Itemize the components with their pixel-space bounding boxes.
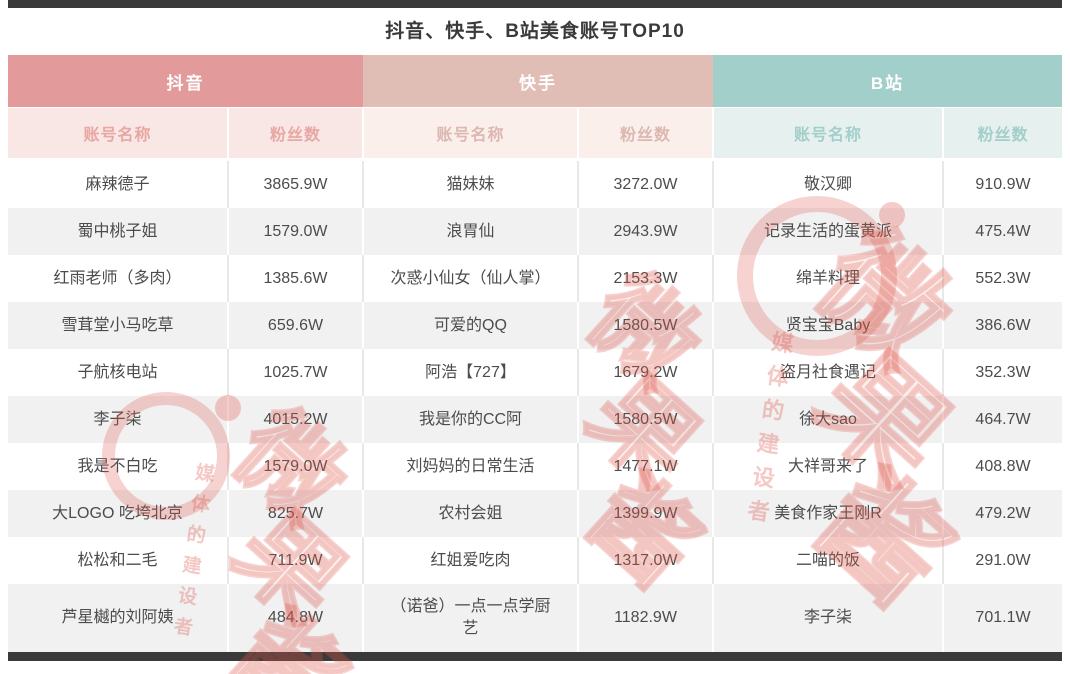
page-title: 抖音、快手、B站美食账号TOP10: [385, 21, 685, 42]
cell-douyin-fans: 825.7W: [227, 490, 363, 537]
cell-kuaishou-name: 刘妈妈的日常生活: [362, 443, 578, 490]
cell-douyin-fans: 659.6W: [227, 302, 363, 349]
cell-bilibili-name: 敬汉卿: [712, 159, 943, 208]
cell-douyin-name: 李子柒: [8, 396, 228, 443]
cell-bilibili-name: 大祥哥来了: [712, 443, 943, 490]
cell-kuaishou-fans: 2153.3W: [577, 255, 713, 302]
cell-kuaishou-fans: 1399.9W: [577, 490, 713, 537]
cell-douyin-name: 雪茸堂小马吃草: [8, 302, 228, 349]
cell-kuaishou-fans: 1477.1W: [577, 443, 713, 490]
cell-kuaishou-name: 次惑小仙女（仙人掌）: [362, 255, 578, 302]
bottom-divider-bar: [8, 652, 1062, 661]
table-row: 蜀中桃子姐 1579.0W 浪胃仙 2943.9W 记录生活的蛋黄派 475.4W: [8, 208, 1062, 255]
platform-header-douyin: 抖音: [8, 55, 363, 108]
cell-douyin-fans: 1025.7W: [227, 349, 363, 396]
cell-douyin-fans: 711.9W: [227, 537, 363, 584]
platform-header-row: 抖音 快手 B站: [8, 55, 1062, 108]
cell-douyin-name: 大LOGO 吃垮北京: [8, 490, 228, 537]
cell-bilibili-name: 绵羊料理: [712, 255, 943, 302]
top10-table: 抖音 快手 B站 账号名称 粉丝数 账号名称 粉丝数 账号名称 粉丝数 麻辣德子…: [8, 55, 1062, 652]
cell-kuaishou-name: 猫妹妹: [362, 159, 578, 208]
cell-kuaishou-fans: 1182.9W: [577, 584, 713, 652]
column-header-kuaishou-name: 账号名称: [362, 107, 578, 161]
top-divider-bar: [8, 0, 1062, 8]
cell-bilibili-name: 美食作家王刚R: [712, 490, 943, 537]
cell-bilibili-name: 盗月社食遇记: [712, 349, 943, 396]
cell-douyin-fans: 4015.2W: [227, 396, 363, 443]
cell-bilibili-fans: 352.3W: [942, 349, 1062, 396]
cell-bilibili-fans: 475.4W: [942, 208, 1062, 255]
cell-douyin-fans: 484.8W: [227, 584, 363, 652]
cell-kuaishou-fans: 1580.5W: [577, 302, 713, 349]
cell-douyin-name: 松松和二毛: [8, 537, 228, 584]
cell-douyin-fans: 1579.0W: [227, 443, 363, 490]
table-row: 麻辣德子 3865.9W 猫妹妹 3272.0W 敬汉卿 910.9W: [8, 159, 1062, 208]
cell-bilibili-name: 李子柒: [712, 584, 943, 652]
table-row: 芦星樾的刘阿姨 484.8W （诺爸）一点一点学厨艺 1182.9W 李子柒 701.1W: [8, 584, 1062, 652]
table-row: 雪茸堂小马吃草 659.6W 可爱的QQ 1580.5W 贤宝宝Baby 386.6W: [8, 302, 1062, 349]
platform-header-kuaishou: 快手: [363, 55, 713, 108]
cell-bilibili-fans: 479.2W: [942, 490, 1062, 537]
column-header-bilibili-name: 账号名称: [712, 107, 943, 161]
cell-bilibili-fans: 552.3W: [942, 255, 1062, 302]
cell-kuaishou-fans: 1317.0W: [577, 537, 713, 584]
cell-kuaishou-name: 农村会姐: [362, 490, 578, 537]
table-row: 子航核电站 1025.7W 阿浩【727】 1679.2W 盗月社食遇记 352.3W: [8, 349, 1062, 396]
cell-bilibili-name: 记录生活的蛋黄派: [712, 208, 943, 255]
table-row: 红雨老师（多肉） 1385.6W 次惑小仙女（仙人掌） 2153.3W 绵羊料理 552.…: [8, 255, 1062, 302]
cell-bilibili-fans: 910.9W: [942, 159, 1062, 208]
cell-douyin-name: 芦星樾的刘阿姨: [8, 584, 228, 652]
column-header-kuaishou-fans: 粉丝数: [577, 107, 713, 161]
cell-bilibili-name: 二喵的饭: [712, 537, 943, 584]
cell-douyin-fans: 3865.9W: [227, 159, 363, 208]
platform-header-bilibili: B站: [713, 55, 1062, 108]
cell-kuaishou-name: 我是你的CC阿: [362, 396, 578, 443]
column-header-douyin-fans: 粉丝数: [227, 107, 363, 161]
table-row: 李子柒 4015.2W 我是你的CC阿 1580.5W 徐大sao 464.7W: [8, 396, 1062, 443]
table-row: 我是不白吃 1579.0W 刘妈妈的日常生活 1477.1W 大祥哥来了 408.8W: [8, 443, 1062, 490]
cell-bilibili-fans: 386.6W: [942, 302, 1062, 349]
cell-douyin-name: 麻辣德子: [8, 159, 228, 208]
cell-kuaishou-name: 阿浩【727】: [362, 349, 578, 396]
cell-kuaishou-name: 红姐爱吃肉: [362, 537, 578, 584]
column-header-douyin-name: 账号名称: [8, 107, 228, 161]
cell-douyin-fans: 1385.6W: [227, 255, 363, 302]
column-header-bilibili-fans: 粉丝数: [942, 107, 1062, 161]
cell-kuaishou-fans: 1580.5W: [577, 396, 713, 443]
cell-kuaishou-name: 可爱的QQ: [362, 302, 578, 349]
cell-kuaishou-fans: 3272.0W: [577, 159, 713, 208]
cell-bilibili-fans: 464.7W: [942, 396, 1062, 443]
cell-kuaishou-fans: 1679.2W: [577, 349, 713, 396]
cell-bilibili-name: 徐大sao: [712, 396, 943, 443]
cell-douyin-name: 蜀中桃子姐: [8, 208, 228, 255]
table-row: 松松和二毛 711.9W 红姐爱吃肉 1317.0W 二喵的饭 291.0W: [8, 537, 1062, 584]
cell-kuaishou-fans: 2943.9W: [577, 208, 713, 255]
cell-douyin-name: 子航核电站: [8, 349, 228, 396]
cell-bilibili-fans: 408.8W: [942, 443, 1062, 490]
cell-douyin-fans: 1579.0W: [227, 208, 363, 255]
column-header-row: 账号名称 粉丝数 账号名称 粉丝数 账号名称 粉丝数: [8, 107, 1062, 161]
cell-bilibili-name: 贤宝宝Baby: [712, 302, 943, 349]
cell-kuaishou-name: 浪胃仙: [362, 208, 578, 255]
cell-bilibili-fans: 701.1W: [942, 584, 1062, 652]
cell-douyin-name: 红雨老师（多肉）: [8, 255, 228, 302]
cell-bilibili-fans: 291.0W: [942, 537, 1062, 584]
cell-kuaishou-name: （诺爸）一点一点学厨艺: [362, 584, 578, 652]
table-row: 大LOGO 吃垮北京 825.7W 农村会姐 1399.9W 美食作家王刚R 479.2W: [8, 490, 1062, 537]
cell-douyin-name: 我是不白吃: [8, 443, 228, 490]
